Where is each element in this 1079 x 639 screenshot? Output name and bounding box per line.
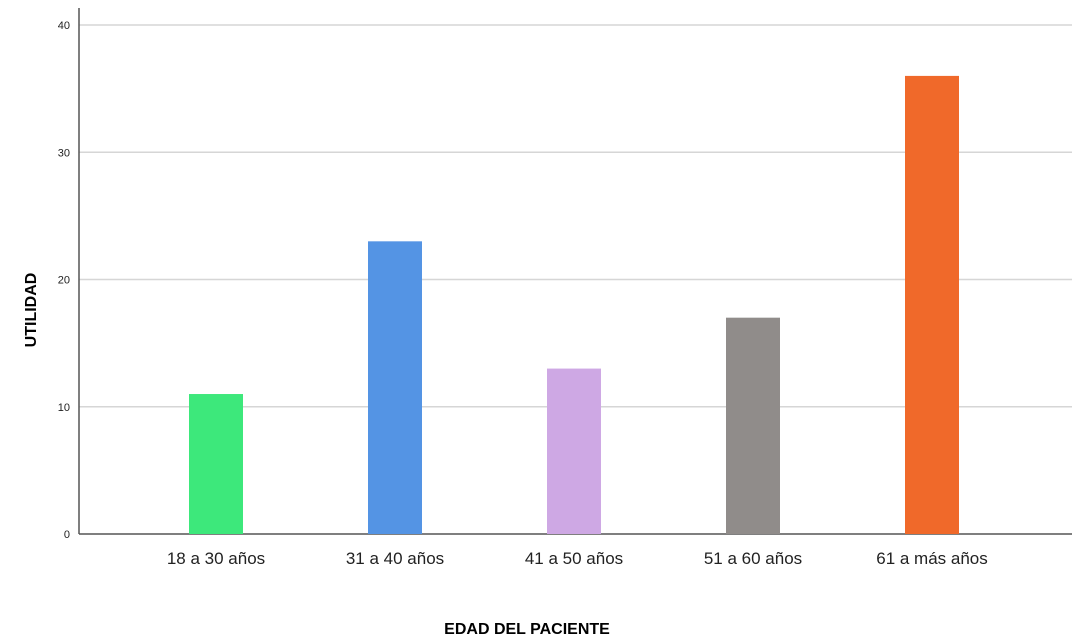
y-tick-label: 0: [64, 529, 70, 541]
bar-5: [905, 75, 959, 535]
y-tick-label: 40: [58, 20, 70, 32]
x-category-label: 51 a 60 años: [704, 549, 802, 568]
bar-1: [189, 394, 243, 534]
y-tick-label: 30: [58, 147, 70, 159]
bars: [189, 75, 959, 535]
x-category-label: 18 a 30 años: [167, 549, 265, 568]
bar-4: [726, 317, 780, 534]
x-category-label: 31 a 40 años: [346, 549, 444, 568]
y-tick-label: 20: [58, 275, 70, 287]
bar-2: [368, 241, 422, 534]
x-category-labels: 18 a 30 años 31 a 40 años 41 a 50 años 51 a…: [167, 549, 988, 568]
x-category-label: 61 a más años: [876, 549, 988, 568]
y-axis-title: UTILIDAD: [23, 273, 40, 348]
x-axis-title: EDAD DEL PACIENTE: [444, 621, 610, 638]
bar-3: [547, 368, 601, 534]
y-tick-label: 10: [58, 402, 70, 414]
x-category-label: 41 a 50 años: [525, 549, 623, 568]
y-tick-labels: 0 10 20 30 40: [58, 20, 70, 541]
